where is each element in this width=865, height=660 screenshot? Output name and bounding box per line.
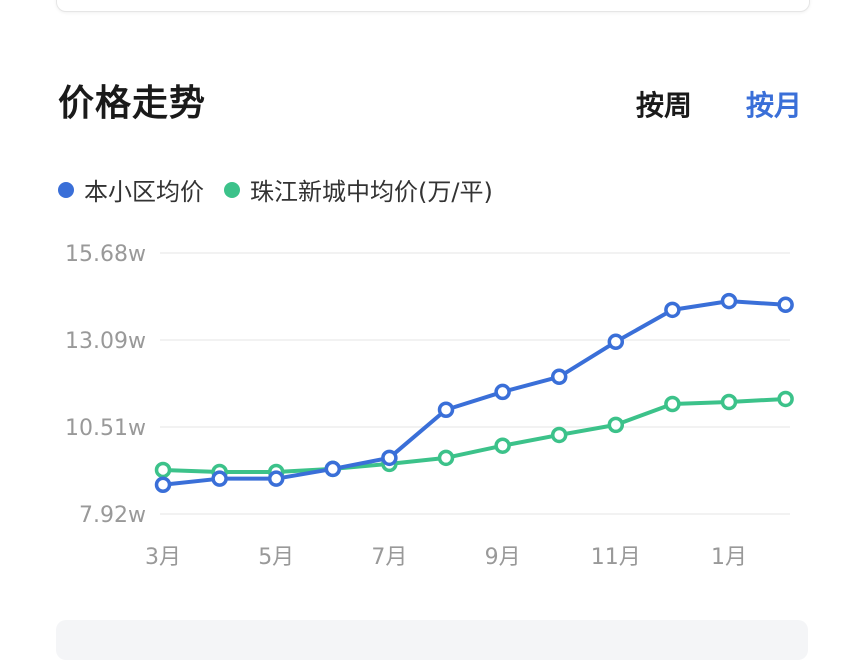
y-tick-label: 15.68w: [65, 242, 146, 267]
legend-dot-green-icon: [224, 181, 240, 198]
page-title: 价格走势: [58, 83, 207, 124]
price-trend-chart: 15.68w 13.09w 10.51w 7.92w 3月 5月 7月 9月 11月 1月: [65, 242, 794, 570]
data-point: [720, 292, 738, 310]
bottom-card: [56, 620, 808, 660]
data-point: [550, 368, 568, 386]
legend-dot-blue-icon: [58, 181, 74, 198]
data-point: [777, 390, 794, 408]
data-point: [494, 437, 511, 454]
series-line-1: [162, 396, 786, 474]
data-point: [154, 461, 172, 479]
data-point: [154, 476, 172, 493]
legend-unit: (万/平): [418, 178, 493, 206]
chart-legend: 本小区均价 珠江新城中均价 (万/平): [58, 172, 513, 207]
data-point: [550, 426, 568, 444]
x-tick-label: 7月: [371, 545, 407, 570]
data-point: [437, 449, 455, 467]
x-tick-label: 9月: [485, 545, 521, 570]
legend-item-community: 本小区均价: [58, 172, 204, 207]
data-point: [211, 470, 228, 487]
x-tick-label: 11月: [591, 545, 641, 570]
data-point: [437, 401, 455, 418]
data-point: [664, 395, 681, 413]
tab-month[interactable]: 按月: [746, 89, 803, 122]
y-tick-label: 13.09w: [65, 329, 146, 354]
x-tick-label: 3月: [145, 545, 181, 570]
data-point: [777, 296, 794, 314]
data-point: [607, 333, 625, 351]
data-point: [720, 393, 738, 411]
x-tick-label: 1月: [711, 545, 747, 570]
tab-week[interactable]: 按周: [636, 89, 693, 122]
series-line-0: [162, 299, 786, 487]
legend-label: 珠江新城中均价: [250, 178, 418, 206]
data-point: [664, 301, 681, 319]
data-point: [267, 470, 285, 487]
legend-item-district: 珠江新城中均价 (万/平): [224, 172, 493, 207]
y-tick-label: 10.51w: [65, 416, 146, 441]
data-point: [381, 449, 398, 467]
y-tick-label: 7.92w: [79, 503, 146, 528]
data-point: [494, 383, 511, 401]
data-point: [607, 416, 625, 434]
x-tick-label: 5月: [258, 545, 294, 570]
legend-label: 本小区均价: [84, 178, 204, 206]
data-point: [324, 460, 342, 478]
